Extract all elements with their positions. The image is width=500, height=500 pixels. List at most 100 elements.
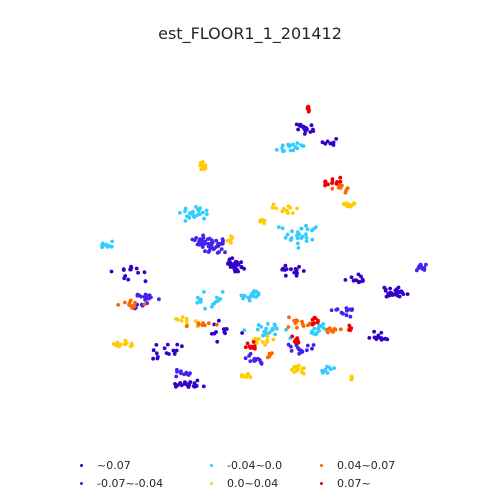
- data-point: [235, 260, 240, 264]
- data-point: [256, 292, 261, 297]
- data-point: [300, 370, 304, 375]
- data-point: [400, 290, 404, 295]
- data-point: [289, 368, 294, 372]
- data-point: [290, 229, 294, 234]
- data-point: [396, 285, 401, 290]
- data-point: [265, 322, 270, 326]
- data-point: [230, 263, 235, 268]
- data-point: [274, 206, 278, 211]
- data-point: [306, 104, 311, 109]
- data-point: [323, 141, 328, 146]
- data-point: [300, 234, 305, 239]
- data-point: [275, 326, 279, 331]
- data-point: [210, 238, 214, 243]
- data-point: [265, 338, 270, 342]
- data-point: [260, 218, 265, 223]
- data-point: [123, 338, 128, 343]
- legend-item-gt-0-07: 0.07~: [320, 475, 371, 491]
- data-point: [248, 375, 253, 380]
- data-point: [300, 350, 304, 354]
- data-point: [387, 293, 391, 298]
- data-point: [200, 323, 205, 327]
- data-point: [215, 295, 219, 300]
- data-point: [129, 341, 134, 346]
- data-point: [184, 319, 189, 324]
- data-point: [299, 226, 304, 231]
- data-point: [276, 225, 281, 230]
- data-point: [311, 129, 316, 134]
- data-point: [239, 373, 244, 377]
- data-point: [372, 335, 377, 340]
- data-point: [135, 292, 140, 297]
- data-point: [292, 365, 296, 369]
- data-point: [223, 250, 227, 255]
- data-point: [257, 337, 261, 341]
- legend-label: -0.07~-0.04: [97, 476, 164, 490]
- data-point: [201, 384, 206, 389]
- data-point: [123, 274, 128, 278]
- legend-marker: [320, 463, 323, 467]
- data-point: [133, 300, 137, 305]
- data-point: [280, 226, 285, 231]
- data-point: [346, 203, 351, 208]
- data-point: [338, 179, 343, 184]
- legend-label: -0.04~0.0: [227, 458, 283, 472]
- legend-label: 0.07~: [337, 476, 371, 490]
- data-point: [247, 354, 252, 358]
- data-point: [239, 265, 244, 269]
- data-point: [332, 366, 336, 370]
- data-point: [372, 329, 376, 334]
- data-point: [305, 348, 309, 353]
- data-point: [345, 308, 349, 313]
- legend-item-neg-0-07-to-neg-0-04: -0.07~-0.04: [80, 475, 163, 491]
- data-point: [123, 300, 127, 305]
- data-point: [284, 267, 289, 271]
- data-point: [111, 342, 116, 346]
- data-point: [336, 185, 341, 190]
- data-point: [309, 123, 314, 128]
- data-point: [287, 315, 291, 320]
- data-point: [304, 223, 308, 228]
- legend-label: 0.04~0.07: [337, 458, 396, 472]
- data-point: [215, 251, 220, 255]
- data-point: [243, 345, 248, 350]
- data-point: [265, 334, 270, 339]
- data-point: [311, 343, 316, 347]
- data-point: [209, 331, 214, 336]
- data-point: [142, 270, 147, 275]
- data-point: [220, 290, 225, 294]
- data-point: [295, 141, 300, 146]
- data-point: [419, 264, 423, 268]
- data-point: [357, 280, 362, 284]
- data-point: [191, 214, 196, 219]
- data-point: [203, 306, 208, 311]
- data-point: [200, 210, 205, 215]
- data-point: [251, 290, 256, 294]
- data-point: [294, 273, 299, 278]
- data-point: [389, 291, 394, 295]
- data-point: [321, 322, 326, 326]
- legend-marker: [80, 463, 83, 467]
- legend-item-0-04-to-0-07: 0.04~0.07: [320, 457, 395, 473]
- data-point: [282, 149, 287, 153]
- data-point: [338, 327, 343, 332]
- data-point: [195, 378, 200, 383]
- data-point: [259, 325, 264, 329]
- data-point: [218, 297, 223, 301]
- data-point: [115, 343, 119, 348]
- data-point: [274, 148, 279, 152]
- data-point: [109, 244, 114, 249]
- data-point: [314, 225, 318, 230]
- data-point: [307, 108, 311, 112]
- data-point: [271, 202, 276, 207]
- data-point: [343, 202, 348, 207]
- legend-label: ~0.07: [97, 458, 131, 472]
- data-point: [182, 372, 186, 377]
- data-point: [206, 321, 211, 326]
- data-point: [288, 238, 293, 242]
- data-point: [223, 327, 228, 331]
- data-point: [202, 216, 207, 221]
- data-point: [212, 301, 217, 306]
- data-point: [325, 330, 330, 335]
- data-point: [301, 269, 306, 273]
